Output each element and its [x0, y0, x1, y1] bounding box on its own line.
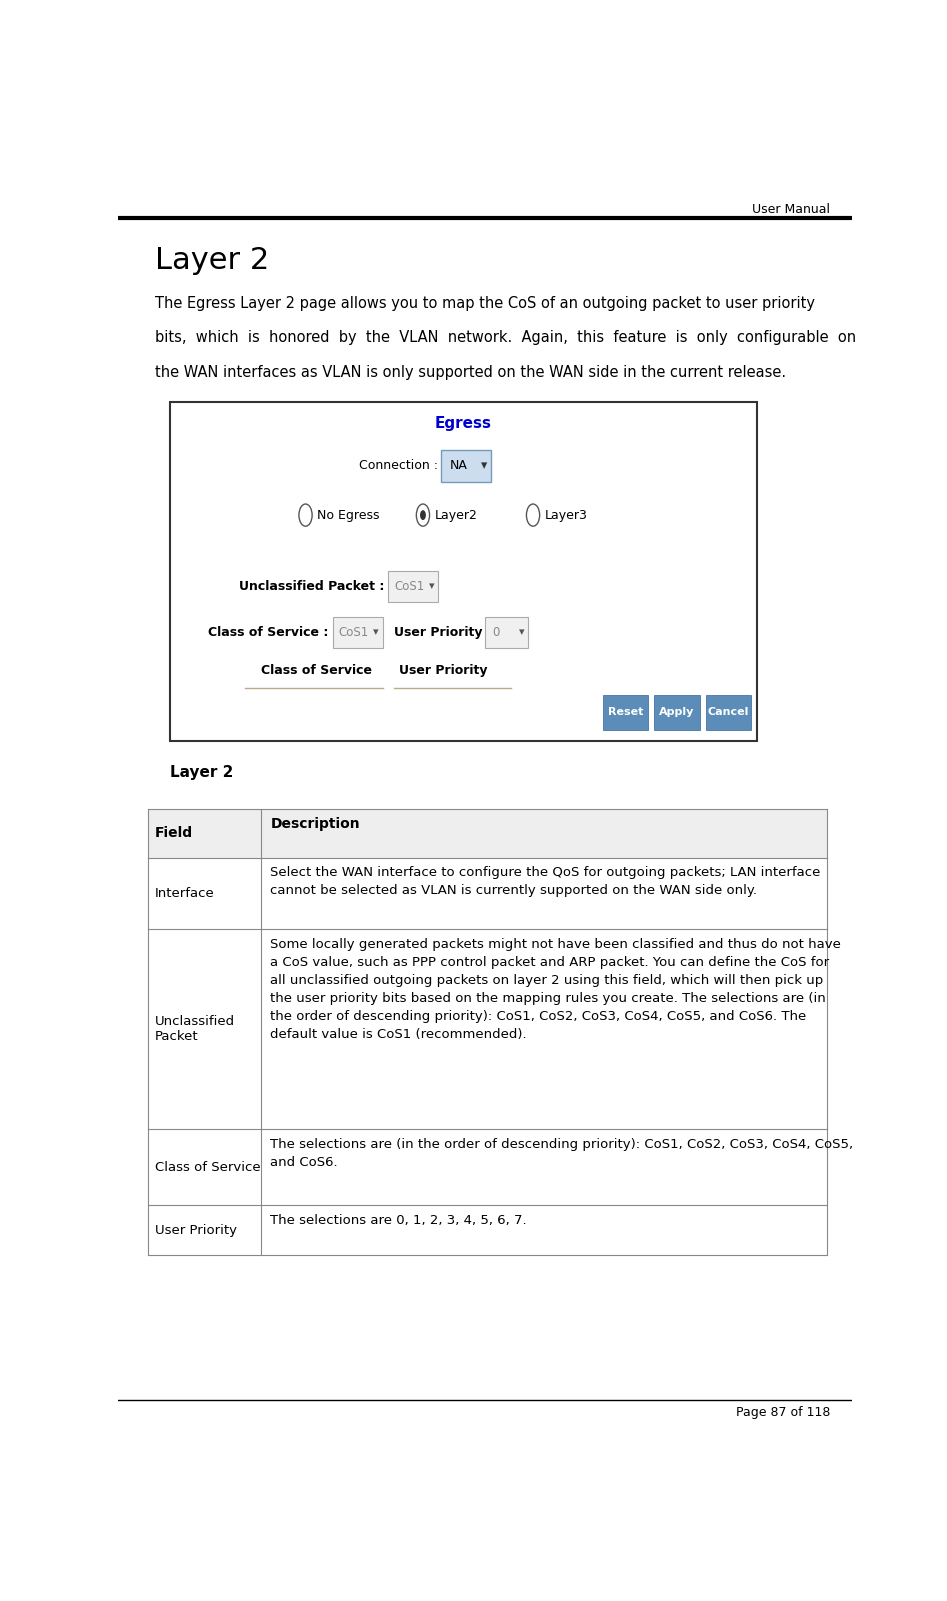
Text: Field: Field — [155, 826, 193, 841]
Text: Egress: Egress — [435, 416, 491, 432]
Text: The Egress Layer 2 page allows you to map the CoS of an outgoing packet to user : The Egress Layer 2 page allows you to ma… — [155, 296, 815, 311]
Text: Apply: Apply — [659, 708, 694, 717]
Bar — [148, 1206, 827, 1255]
Bar — [148, 1129, 827, 1206]
Bar — [388, 572, 438, 602]
Bar — [148, 809, 827, 858]
Circle shape — [420, 511, 426, 520]
Text: CoS1: CoS1 — [394, 580, 424, 592]
Text: ▾: ▾ — [373, 628, 379, 637]
Text: Layer 2: Layer 2 — [170, 765, 233, 780]
Bar — [485, 616, 527, 648]
Text: Some locally generated packets might not have been classified and thus do not ha: Some locally generated packets might not… — [270, 938, 841, 1041]
Bar — [706, 695, 751, 730]
Text: No Egress: No Egress — [317, 509, 380, 522]
Bar — [148, 929, 827, 1129]
Text: Unclassified Packet :: Unclassified Packet : — [239, 580, 384, 592]
Bar — [332, 616, 383, 648]
Text: ▾: ▾ — [429, 581, 435, 592]
Text: NA: NA — [450, 459, 468, 472]
Circle shape — [527, 504, 540, 527]
Bar — [148, 858, 827, 929]
Text: Class of Service :: Class of Service : — [208, 626, 329, 639]
Text: CoS1: CoS1 — [339, 626, 368, 639]
Text: Page 87 of 118: Page 87 of 118 — [736, 1406, 831, 1420]
Bar — [603, 695, 649, 730]
Text: Select the WAN interface to configure the QoS for outgoing packets; LAN interfac: Select the WAN interface to configure th… — [270, 866, 821, 898]
Text: User Priority: User Priority — [155, 1223, 237, 1236]
Text: Interface: Interface — [155, 887, 215, 900]
Text: User Priority :: User Priority : — [394, 626, 491, 639]
Text: Class of Service: Class of Service — [155, 1161, 260, 1174]
Text: the WAN interfaces as VLAN is only supported on the WAN side in the current rele: the WAN interfaces as VLAN is only suppo… — [155, 365, 786, 379]
Text: Reset: Reset — [608, 708, 643, 717]
Text: Layer2: Layer2 — [435, 509, 477, 522]
Text: Cancel: Cancel — [707, 708, 749, 717]
Text: Unclassified
Packet: Unclassified Packet — [155, 1015, 235, 1044]
Text: The selections are 0, 1, 2, 3, 4, 5, 6, 7.: The selections are 0, 1, 2, 3, 4, 5, 6, … — [270, 1214, 527, 1226]
Text: ▾: ▾ — [519, 628, 525, 637]
Bar — [654, 695, 700, 730]
Circle shape — [299, 504, 313, 527]
Text: 0: 0 — [492, 626, 500, 639]
Text: Layer 2: Layer 2 — [155, 247, 269, 275]
Circle shape — [417, 504, 430, 527]
Bar — [441, 450, 491, 482]
Text: Layer3: Layer3 — [545, 509, 588, 522]
Text: Description: Description — [270, 817, 360, 831]
Text: The selections are (in the order of descending priority): CoS1, CoS2, CoS3, CoS4: The selections are (in the order of desc… — [270, 1138, 853, 1169]
Text: User Priority: User Priority — [400, 664, 488, 677]
Text: ▾: ▾ — [480, 459, 487, 472]
Text: User Manual: User Manual — [752, 203, 831, 216]
Text: Class of Service: Class of Service — [261, 664, 372, 677]
Bar — [170, 402, 757, 741]
Text: bits,  which  is  honored  by  the  VLAN  network.  Again,  this  feature  is  o: bits, which is honored by the VLAN netwo… — [155, 330, 856, 346]
Text: Connection :: Connection : — [359, 459, 438, 472]
